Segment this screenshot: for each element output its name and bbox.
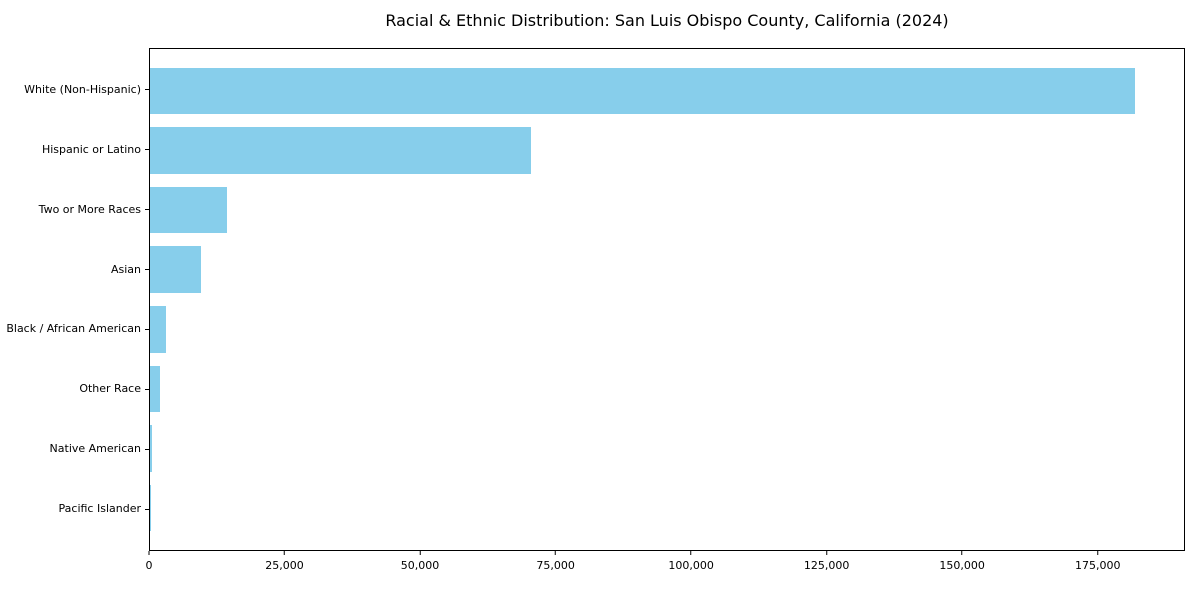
y-tick-mark bbox=[145, 448, 149, 450]
y-tick-row bbox=[145, 479, 149, 539]
y-tick-label: Other Race bbox=[79, 382, 141, 396]
bar-row bbox=[150, 240, 1184, 300]
plot-area bbox=[149, 48, 1185, 551]
y-axis-tick-marks bbox=[145, 60, 149, 539]
x-tick: 75,000 bbox=[536, 551, 575, 572]
y-label-row: Native American bbox=[0, 419, 141, 479]
x-tick-label: 50,000 bbox=[400, 559, 440, 572]
y-tick-row bbox=[145, 60, 149, 120]
bar bbox=[150, 484, 151, 532]
y-tick-row bbox=[145, 359, 149, 419]
y-tick-label: Two or More Races bbox=[38, 202, 141, 216]
y-label-row: Two or More Races bbox=[0, 180, 141, 240]
bar-row bbox=[150, 300, 1184, 360]
x-tick-label: 125,000 bbox=[803, 559, 850, 572]
x-tick-mark bbox=[1097, 551, 1099, 555]
y-tick-mark bbox=[145, 269, 149, 271]
y-tick-label: Black / African American bbox=[6, 322, 141, 336]
y-tick-label: White (Non-Hispanic) bbox=[24, 82, 141, 96]
x-tick-label: 0 bbox=[145, 559, 153, 572]
y-tick-row bbox=[145, 180, 149, 240]
y-label-row: Asian bbox=[0, 240, 141, 300]
x-tick: 150,000 bbox=[939, 551, 985, 572]
bar bbox=[150, 365, 161, 413]
y-tick-label: Hispanic or Latino bbox=[41, 142, 141, 156]
x-tick-label: 175,000 bbox=[1074, 559, 1121, 572]
x-tick: 25,000 bbox=[265, 551, 304, 572]
x-tick-mark bbox=[555, 551, 557, 555]
bar-row bbox=[150, 478, 1184, 538]
y-label-row: Other Race bbox=[0, 359, 141, 419]
x-tick-mark bbox=[826, 551, 828, 555]
bar bbox=[150, 425, 153, 472]
y-tick-label: Asian bbox=[110, 262, 141, 276]
x-tick: 50,000 bbox=[400, 551, 440, 572]
bar-row bbox=[150, 419, 1184, 479]
x-tick-mark bbox=[148, 551, 150, 555]
y-tick-label: Pacific Islander bbox=[58, 502, 141, 516]
y-axis-labels: White (Non-Hispanic) Hispanic or Latino Tw… bbox=[0, 60, 141, 539]
x-tick-mark bbox=[961, 551, 963, 555]
bar bbox=[150, 127, 532, 174]
x-tick-label: 75,000 bbox=[536, 559, 575, 572]
x-tick-label: 25,000 bbox=[265, 559, 304, 572]
y-tick-row bbox=[145, 120, 149, 180]
x-tick-label: 100,000 bbox=[668, 559, 714, 572]
y-tick-row bbox=[145, 419, 149, 479]
bar bbox=[150, 67, 1135, 115]
bars-container bbox=[150, 61, 1184, 538]
y-tick-mark bbox=[145, 328, 149, 330]
x-tick: 175,000 bbox=[1074, 551, 1121, 572]
x-tick: 100,000 bbox=[668, 551, 714, 572]
y-label-row: Hispanic or Latino bbox=[0, 120, 141, 180]
x-tick-mark bbox=[690, 551, 692, 555]
x-tick: 0 bbox=[146, 551, 153, 572]
y-tick-label: Native American bbox=[49, 442, 141, 456]
y-tick-mark bbox=[145, 388, 149, 390]
x-tick-mark bbox=[419, 551, 421, 555]
y-tick-mark bbox=[145, 508, 149, 510]
bar-row bbox=[150, 180, 1184, 240]
bar bbox=[150, 246, 202, 293]
x-tick-label: 150,000 bbox=[939, 559, 985, 572]
bar bbox=[150, 306, 167, 353]
y-tick-mark bbox=[145, 209, 149, 211]
y-tick-row bbox=[145, 240, 149, 300]
y-tick-row bbox=[145, 300, 149, 360]
x-tick-mark bbox=[284, 551, 286, 555]
y-label-row: White (Non-Hispanic) bbox=[0, 60, 141, 120]
y-tick-mark bbox=[145, 149, 149, 151]
chart-title: Racial & Ethnic Distribution: San Luis O… bbox=[385, 11, 949, 30]
bar bbox=[150, 186, 227, 234]
y-label-row: Pacific Islander bbox=[0, 479, 141, 539]
bar-row bbox=[150, 121, 1184, 181]
x-axis: 0 25,000 50,000 75,000 100,000 125,000 150,000… bbox=[146, 551, 1185, 581]
y-label-row: Black / African American bbox=[0, 300, 141, 360]
x-tick: 125,000 bbox=[803, 551, 850, 572]
y-tick-mark bbox=[145, 89, 149, 91]
bar-row bbox=[150, 359, 1184, 419]
bar-row bbox=[150, 61, 1184, 121]
